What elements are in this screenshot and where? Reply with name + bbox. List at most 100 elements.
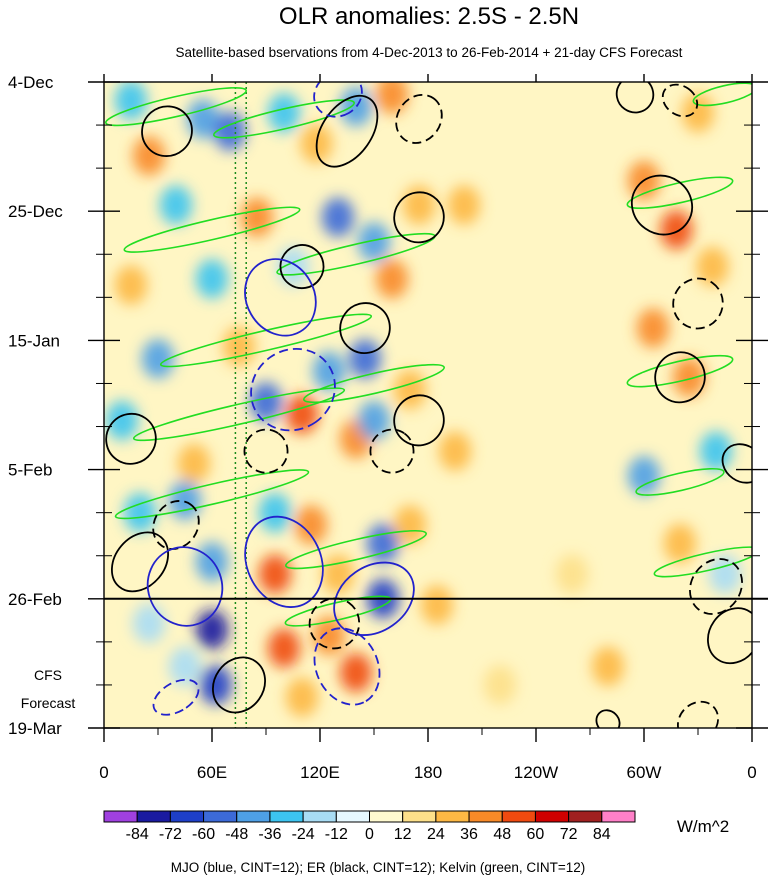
y-tick-label-5: 19-Mar xyxy=(8,719,62,738)
er-contour-6 xyxy=(393,394,445,447)
kelvin-contour-14 xyxy=(692,82,752,107)
colorbar-swatch-14 xyxy=(568,810,603,823)
colorbar-label-6: -12 xyxy=(325,826,348,843)
x-tick-label-1: 60E xyxy=(197,763,227,782)
mjo-contour-1 xyxy=(250,347,336,432)
colorbar-swatch-3 xyxy=(203,810,238,823)
er-contour-4 xyxy=(279,244,325,290)
anomaly-blob-15 xyxy=(276,246,310,287)
er-contour-21 xyxy=(721,443,752,484)
anomaly-blob-57 xyxy=(438,431,472,471)
colorbar-swatch-0 xyxy=(103,810,138,823)
anomaly-blob-0 xyxy=(114,82,148,121)
colorbar-swatch-12 xyxy=(501,810,536,823)
anomaly-blob-30 xyxy=(258,492,292,533)
er-contour-13 xyxy=(369,428,415,474)
colorbar: -84 -72 -60 -48 -36 -24 -12 0 12 24 36 48 60 72 84 xyxy=(103,810,636,843)
x-tick-label-6: 0 xyxy=(747,763,756,782)
mjo-contour-6 xyxy=(313,627,381,706)
mjo-contour-7 xyxy=(313,82,363,118)
colorbar-swatch-2 xyxy=(169,810,205,823)
kelvin-contour-7 xyxy=(114,469,310,520)
kelvin-contour-6 xyxy=(303,363,445,404)
chart-subtitle: Satellite-based bservations from 4-Dec-2… xyxy=(176,45,683,60)
anomaly-blob-7 xyxy=(375,82,409,114)
kelvin-contour-2 xyxy=(123,206,301,253)
er-contour-9 xyxy=(212,656,266,714)
forecast-label-line1: CFS xyxy=(34,667,62,683)
chart-title: OLR anomalies: 2.5S - 2.5N xyxy=(279,3,579,30)
anomaly-blob-20 xyxy=(348,339,382,379)
anomaly-blob-46 xyxy=(681,93,715,133)
axes: 4-Dec 25-Dec 15-Jan 5-Feb 26-Feb 19-Mar 0 60E 12… xyxy=(8,73,768,782)
colorbar-label-5: -24 xyxy=(292,826,315,843)
er-contour-14 xyxy=(630,174,694,236)
mjo-contour-5 xyxy=(152,678,200,716)
colorbar-label-7: 0 xyxy=(365,826,374,843)
er-contour-5 xyxy=(339,302,391,355)
anomaly-blob-43 xyxy=(339,652,373,693)
x-tick-label-5: 60W xyxy=(627,763,662,782)
y-tick-label-1: 25-Dec xyxy=(8,202,63,221)
y-tick-label-4: 26-Feb xyxy=(8,590,62,609)
anomaly-blob-1 xyxy=(186,99,220,139)
er-contour-16 xyxy=(672,277,724,330)
er-contour-19 xyxy=(707,607,752,665)
anomaly-blob-51 xyxy=(672,357,706,398)
anomaly-blob-13 xyxy=(114,265,148,305)
colorbar-label-2: -60 xyxy=(192,826,215,843)
anomaly-blob-14 xyxy=(195,259,229,299)
er-contour-2 xyxy=(141,105,193,157)
colorbar-label-9: 24 xyxy=(427,826,445,843)
anomaly-blob-16 xyxy=(375,259,409,299)
kelvin-contour-4 xyxy=(159,313,373,368)
forecast-label-line2: Forecast xyxy=(21,695,76,711)
anomaly-blob-9 xyxy=(240,197,274,238)
anomaly-blob-48 xyxy=(660,209,693,250)
er-contour-23 xyxy=(595,709,621,728)
er-contour-7 xyxy=(105,412,157,465)
kelvin-contour-0 xyxy=(105,86,247,127)
anomaly-blob-12 xyxy=(402,185,436,225)
colorbar-units: W/m^2 xyxy=(677,817,729,836)
colorbar-label-4: -36 xyxy=(258,826,281,843)
anomaly-blob-28 xyxy=(123,492,157,533)
anomaly-blob-35 xyxy=(258,554,292,594)
kelvin-contour-10 xyxy=(626,176,734,210)
er-contour-10 xyxy=(152,500,200,550)
colorbar-swatch-13 xyxy=(534,810,570,823)
y-tick-label-0: 4-Dec xyxy=(8,73,54,92)
er-contour-0 xyxy=(315,94,379,168)
anomaly-blob-2 xyxy=(213,111,247,151)
kelvin-contour-8 xyxy=(285,529,427,570)
kelvin-contour-13 xyxy=(653,546,752,578)
anomaly-blob-44 xyxy=(285,677,319,717)
x-tick-label-2: 120E xyxy=(300,763,340,782)
colorbar-swatch-11 xyxy=(468,810,503,823)
kelvin-contour-12 xyxy=(635,467,725,496)
anomaly-blob-38 xyxy=(195,609,229,650)
y-tick-label-2: 15-Jan xyxy=(8,331,60,350)
er-contour-1 xyxy=(393,191,445,244)
colorbar-label-14: 84 xyxy=(593,826,611,843)
er-contour-17 xyxy=(615,82,655,114)
er-contour-12 xyxy=(243,428,289,474)
anomaly-blob-10 xyxy=(321,197,355,238)
x-tick-label-3: 180 xyxy=(414,763,442,782)
anomaly-blob-4 xyxy=(267,93,301,133)
anomaly-blob-22 xyxy=(105,400,139,441)
anomaly-blob-40 xyxy=(168,646,202,687)
colorbar-swatch-1 xyxy=(136,810,171,823)
anomaly-blob-45 xyxy=(132,603,166,644)
colorbar-label-11: 48 xyxy=(493,826,511,843)
anomaly-blob-19 xyxy=(312,351,346,391)
kelvin-contour-11 xyxy=(626,354,734,388)
mjo-contour-4 xyxy=(333,561,415,636)
anomaly-blob-27 xyxy=(177,443,211,484)
colorbar-swatch-6 xyxy=(302,810,337,823)
er-contour-18 xyxy=(661,83,699,118)
anomaly-blob-56 xyxy=(447,185,481,225)
anomaly-blob-33 xyxy=(393,505,427,545)
anomaly-blob-50 xyxy=(636,308,670,348)
